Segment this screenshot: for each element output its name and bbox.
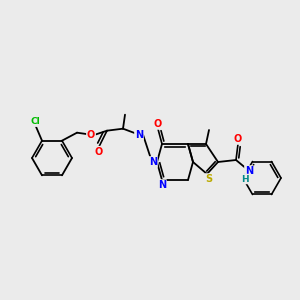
Text: S: S [206,174,213,184]
Text: N: N [135,130,143,140]
Text: H: H [241,175,249,184]
Text: O: O [87,130,95,140]
Text: O: O [154,119,162,129]
Text: Cl: Cl [30,117,40,126]
Text: O: O [234,134,242,144]
Text: N: N [245,166,253,176]
Text: N: N [149,157,157,167]
Text: O: O [95,147,103,157]
Text: N: N [158,180,166,190]
